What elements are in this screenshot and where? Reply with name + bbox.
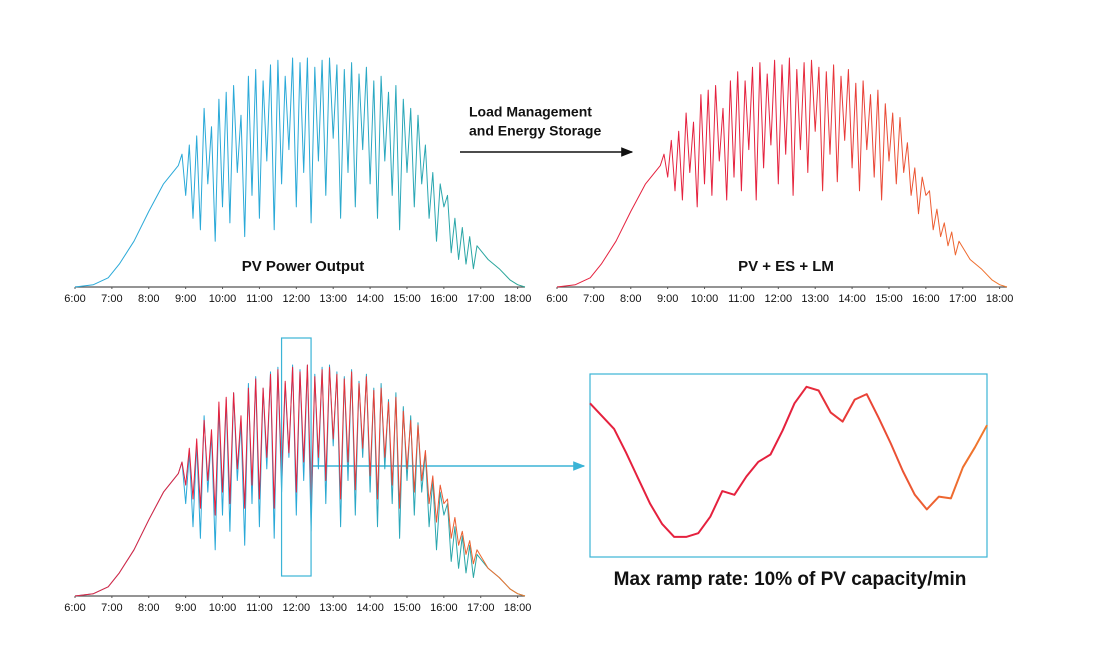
x-tick-label: 18:00 xyxy=(504,293,532,305)
x-tick-label: 14:00 xyxy=(356,602,384,614)
x-tick-label: 13:00 xyxy=(319,602,347,614)
x-tick-label: 15:00 xyxy=(393,602,421,614)
chart-title: PV + ES + LM xyxy=(738,258,834,275)
x-tick-label: 7:00 xyxy=(101,602,122,614)
x-tick-label: 15:00 xyxy=(393,293,421,305)
x-tick-label: 15:00 xyxy=(875,293,903,305)
x-tick-label: 9:00 xyxy=(175,293,196,305)
x-tick-label: 9:00 xyxy=(175,602,196,614)
x-tick-label: 10:00 xyxy=(209,602,237,614)
series-line xyxy=(589,385,988,538)
x-tick-label: 11:00 xyxy=(246,293,273,305)
x-tick-label: 6:00 xyxy=(546,293,567,305)
series-line xyxy=(74,364,526,597)
zoom-frame xyxy=(589,373,988,558)
arrow-label: and Energy Storage xyxy=(469,123,601,139)
x-tick-label: 12:00 xyxy=(283,293,311,305)
x-tick-label: 7:00 xyxy=(583,293,604,305)
x-tick-label: 18:00 xyxy=(504,602,532,614)
x-tick-label: 10:00 xyxy=(691,293,719,305)
x-tick-label: 14:00 xyxy=(356,293,384,305)
x-tick-label: 12:00 xyxy=(283,602,311,614)
x-tick-label: 17:00 xyxy=(949,293,977,305)
arrow-label: Load Management xyxy=(469,104,592,120)
x-tick-label: 6:00 xyxy=(64,293,85,305)
x-tick-label: 8:00 xyxy=(138,293,159,305)
x-tick-label: 18:00 xyxy=(986,293,1014,305)
x-tick-label: 8:00 xyxy=(620,293,641,305)
series-line xyxy=(556,57,1008,288)
x-tick-label: 8:00 xyxy=(138,602,159,614)
x-tick-label: 11:00 xyxy=(728,293,755,305)
x-tick-label: 13:00 xyxy=(801,293,829,305)
x-tick-label: 10:00 xyxy=(209,293,237,305)
x-tick-label: 12:00 xyxy=(765,293,793,305)
x-tick-label: 16:00 xyxy=(430,602,458,614)
x-tick-label: 11:00 xyxy=(246,602,273,614)
x-tick-label: 13:00 xyxy=(319,293,347,305)
x-tick-label: 6:00 xyxy=(64,602,85,614)
x-tick-label: 16:00 xyxy=(912,293,940,305)
x-tick-label: 16:00 xyxy=(430,293,458,305)
x-tick-label: 9:00 xyxy=(657,293,678,305)
series-line xyxy=(74,364,526,597)
x-tick-label: 7:00 xyxy=(101,293,122,305)
x-tick-label: 17:00 xyxy=(467,602,495,614)
chart-title: PV Power Output xyxy=(242,258,365,275)
series-line xyxy=(74,57,526,288)
highlight-box xyxy=(280,337,312,577)
caption: Max ramp rate: 10% of PV capacity/min xyxy=(614,569,967,590)
x-tick-label: 17:00 xyxy=(467,293,495,305)
x-tick-label: 14:00 xyxy=(838,293,866,305)
